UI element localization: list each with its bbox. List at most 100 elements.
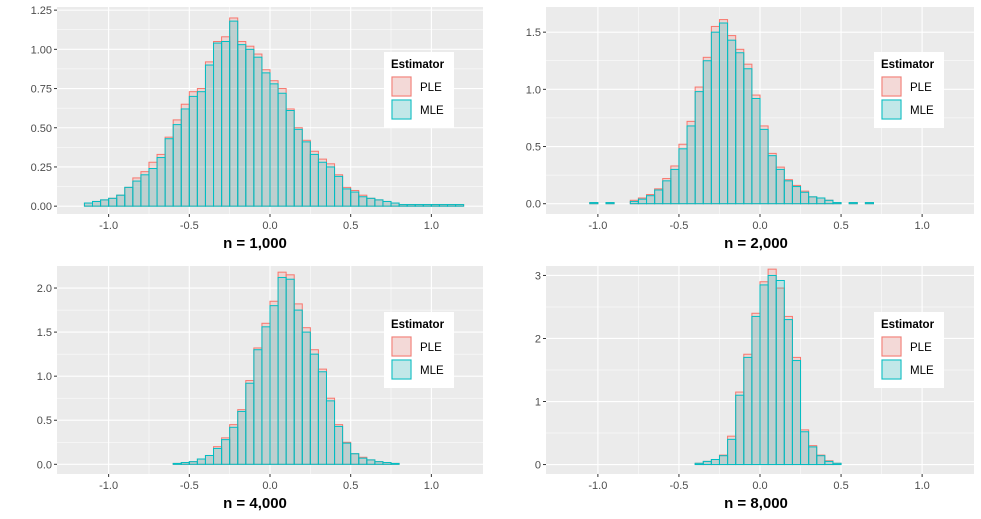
- y-tick-label: 1.0: [37, 371, 52, 383]
- bar-mle: [261, 326, 271, 465]
- bar-mle: [718, 455, 729, 466]
- bar-mle: [629, 200, 639, 205]
- bar-mle: [605, 202, 615, 205]
- bar-mle: [301, 331, 311, 465]
- legend-title: Estimator: [881, 59, 935, 71]
- bar-mle: [767, 274, 777, 466]
- x-tick-label: 1.0: [424, 480, 439, 492]
- bar-mle: [848, 202, 858, 205]
- series-mle: [589, 22, 874, 205]
- bar-mle: [309, 353, 319, 465]
- legend: Estimator PLE MLE: [874, 312, 944, 388]
- bar-mle: [430, 204, 440, 207]
- y-tick-label: 0.50: [31, 123, 52, 135]
- legend-label-ple: PLE: [910, 82, 932, 94]
- bar-mle: [702, 460, 712, 466]
- bar-mle: [589, 202, 599, 205]
- legend-key-ple: [881, 76, 902, 97]
- bar-mle: [221, 439, 231, 465]
- bar-mle: [678, 148, 688, 205]
- y-tick-label: 1: [535, 397, 541, 409]
- legend-key-mle: [881, 99, 902, 120]
- x-tick-label: 0.0: [752, 480, 767, 492]
- bar-mle: [358, 196, 368, 207]
- panel-title: n = 2,000: [724, 235, 788, 252]
- x-tick-label: -1.0: [99, 480, 118, 492]
- x-tick-label: 0.5: [833, 480, 848, 492]
- bar-mle: [694, 462, 704, 466]
- bar-mle: [382, 200, 392, 207]
- y-tick-label: 1.0: [526, 84, 541, 96]
- bar-mle: [832, 202, 842, 205]
- legend-key-ple: [391, 336, 412, 357]
- bar-mle: [686, 125, 696, 205]
- x-tick-label: -1.0: [588, 480, 607, 492]
- bar-mle: [180, 462, 190, 465]
- legend-key-bg: [391, 76, 412, 97]
- legend-label-mle: MLE: [420, 365, 444, 377]
- bar-mle: [783, 319, 793, 466]
- bar-mle: [808, 446, 818, 466]
- y-tick-label: 2: [535, 333, 541, 345]
- panel-4: -1.0 -0.5 0.0 0.5 1.0 0 1 2 3 n = 8,000 Estimator P…: [535, 266, 974, 512]
- bar-mle: [317, 371, 327, 465]
- bar-mle: [710, 31, 720, 205]
- bar-mle: [237, 44, 247, 207]
- bar-mle: [447, 204, 457, 207]
- bar-mle: [204, 64, 215, 207]
- bar-mle: [237, 410, 247, 465]
- bar-mle: [325, 400, 336, 465]
- bar-mle: [414, 204, 424, 207]
- legend-title: Estimator: [391, 59, 445, 71]
- bar-mle: [92, 200, 102, 207]
- legend-title: Estimator: [391, 319, 445, 331]
- legend: Estimator PLE MLE: [384, 312, 454, 388]
- bar-mle: [245, 48, 255, 207]
- y-tick-label: 0.00: [31, 201, 52, 213]
- bar-mle: [374, 461, 384, 465]
- bar-mle: [637, 198, 648, 205]
- bar-mle: [800, 431, 810, 466]
- bar-mle: [285, 278, 295, 465]
- series-ple: [694, 268, 842, 466]
- panel-3: -1.0 -0.5 0.0 0.5 1.0 0.0 0.5 1.0 1.5 2.0 n = 4,00…: [37, 266, 483, 512]
- bar-mle: [662, 180, 672, 205]
- bar-mle: [309, 153, 319, 207]
- bar-mle: [646, 195, 656, 205]
- bar-mle: [735, 394, 745, 466]
- x-tick-label: 1.0: [914, 220, 929, 232]
- legend-key-mle: [391, 99, 412, 120]
- bar-mle: [301, 141, 311, 207]
- bar-mle: [816, 455, 826, 466]
- bar-mle: [245, 382, 255, 465]
- bar-mle: [374, 199, 384, 207]
- x-tick-label: 1.0: [424, 220, 439, 232]
- bar-mle: [759, 128, 769, 205]
- bar-mle: [325, 166, 336, 207]
- legend-key-bg: [391, 99, 412, 120]
- bar-mle: [213, 42, 223, 207]
- x-tick-label: 0.5: [343, 220, 358, 232]
- legend-label-mle: MLE: [420, 105, 444, 117]
- x-tick-label: 1.0: [914, 480, 929, 492]
- bar-mle: [277, 92, 287, 207]
- y-tick-label: 0: [535, 460, 541, 472]
- bar-mle: [759, 284, 769, 466]
- bar-mle: [229, 20, 239, 207]
- bar-mle: [100, 199, 110, 207]
- bar-mle: [124, 186, 134, 207]
- series-ple: [172, 271, 400, 465]
- panel-2: -1.0 -0.5 0.0 0.5 1.0 0.0 0.5 1.0 1.5 n = 2,000 Es…: [526, 7, 974, 252]
- bar-mle: [743, 356, 753, 466]
- bar-mle: [702, 60, 712, 205]
- bar-mle: [293, 128, 303, 207]
- panel-title: n = 8,000: [724, 495, 788, 512]
- legend-label-ple: PLE: [420, 342, 442, 354]
- bar-mle: [188, 461, 198, 465]
- y-tick-label: 2.0: [37, 283, 52, 295]
- x-tick-label: -1.0: [99, 220, 118, 232]
- legend-key-bg: [881, 359, 902, 380]
- bar-mle: [148, 168, 158, 207]
- bar-mle: [727, 39, 737, 205]
